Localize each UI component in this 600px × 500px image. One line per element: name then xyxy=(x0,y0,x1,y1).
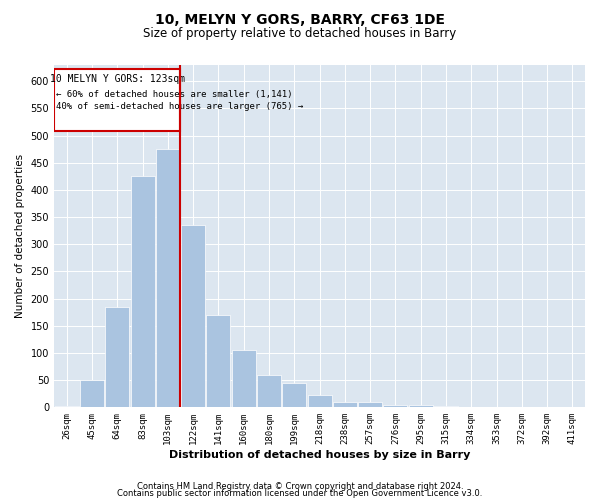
Text: Contains HM Land Registry data © Crown copyright and database right 2024.: Contains HM Land Registry data © Crown c… xyxy=(137,482,463,491)
Bar xyxy=(181,226,205,408)
Bar xyxy=(55,406,79,407)
Bar xyxy=(80,380,104,407)
Bar xyxy=(409,405,433,407)
Bar xyxy=(308,396,332,407)
Bar xyxy=(560,407,584,408)
Bar xyxy=(257,374,281,408)
Bar xyxy=(282,383,306,407)
Bar xyxy=(383,404,407,407)
Text: Size of property relative to detached houses in Barry: Size of property relative to detached ho… xyxy=(143,28,457,40)
Y-axis label: Number of detached properties: Number of detached properties xyxy=(15,154,25,318)
Bar xyxy=(358,402,382,407)
Bar xyxy=(535,407,559,408)
Text: 40% of semi-detached houses are larger (765) →: 40% of semi-detached houses are larger (… xyxy=(56,102,304,111)
Bar xyxy=(105,307,129,408)
Text: ← 60% of detached houses are smaller (1,141): ← 60% of detached houses are smaller (1,… xyxy=(56,90,293,99)
X-axis label: Distribution of detached houses by size in Barry: Distribution of detached houses by size … xyxy=(169,450,470,460)
Bar xyxy=(484,407,509,408)
Text: 10 MELYN Y GORS: 123sqm: 10 MELYN Y GORS: 123sqm xyxy=(50,74,185,84)
Bar xyxy=(206,315,230,408)
Bar xyxy=(510,407,534,408)
Bar xyxy=(131,176,155,408)
Bar xyxy=(54,70,181,132)
Bar xyxy=(434,406,458,407)
Bar xyxy=(232,350,256,408)
Bar xyxy=(333,402,357,407)
Text: Contains public sector information licensed under the Open Government Licence v3: Contains public sector information licen… xyxy=(118,490,482,498)
Text: 10, MELYN Y GORS, BARRY, CF63 1DE: 10, MELYN Y GORS, BARRY, CF63 1DE xyxy=(155,12,445,26)
Bar xyxy=(156,149,180,407)
Bar xyxy=(459,407,483,408)
